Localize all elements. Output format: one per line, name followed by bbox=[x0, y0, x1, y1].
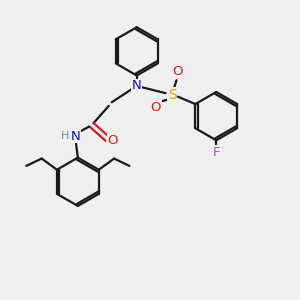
Text: N: N bbox=[71, 130, 81, 143]
Text: F: F bbox=[212, 146, 220, 159]
Text: O: O bbox=[151, 101, 161, 114]
Text: O: O bbox=[172, 65, 182, 79]
Text: O: O bbox=[107, 134, 118, 147]
Text: N: N bbox=[132, 79, 142, 92]
Text: H: H bbox=[61, 131, 70, 141]
Text: S: S bbox=[168, 88, 176, 102]
